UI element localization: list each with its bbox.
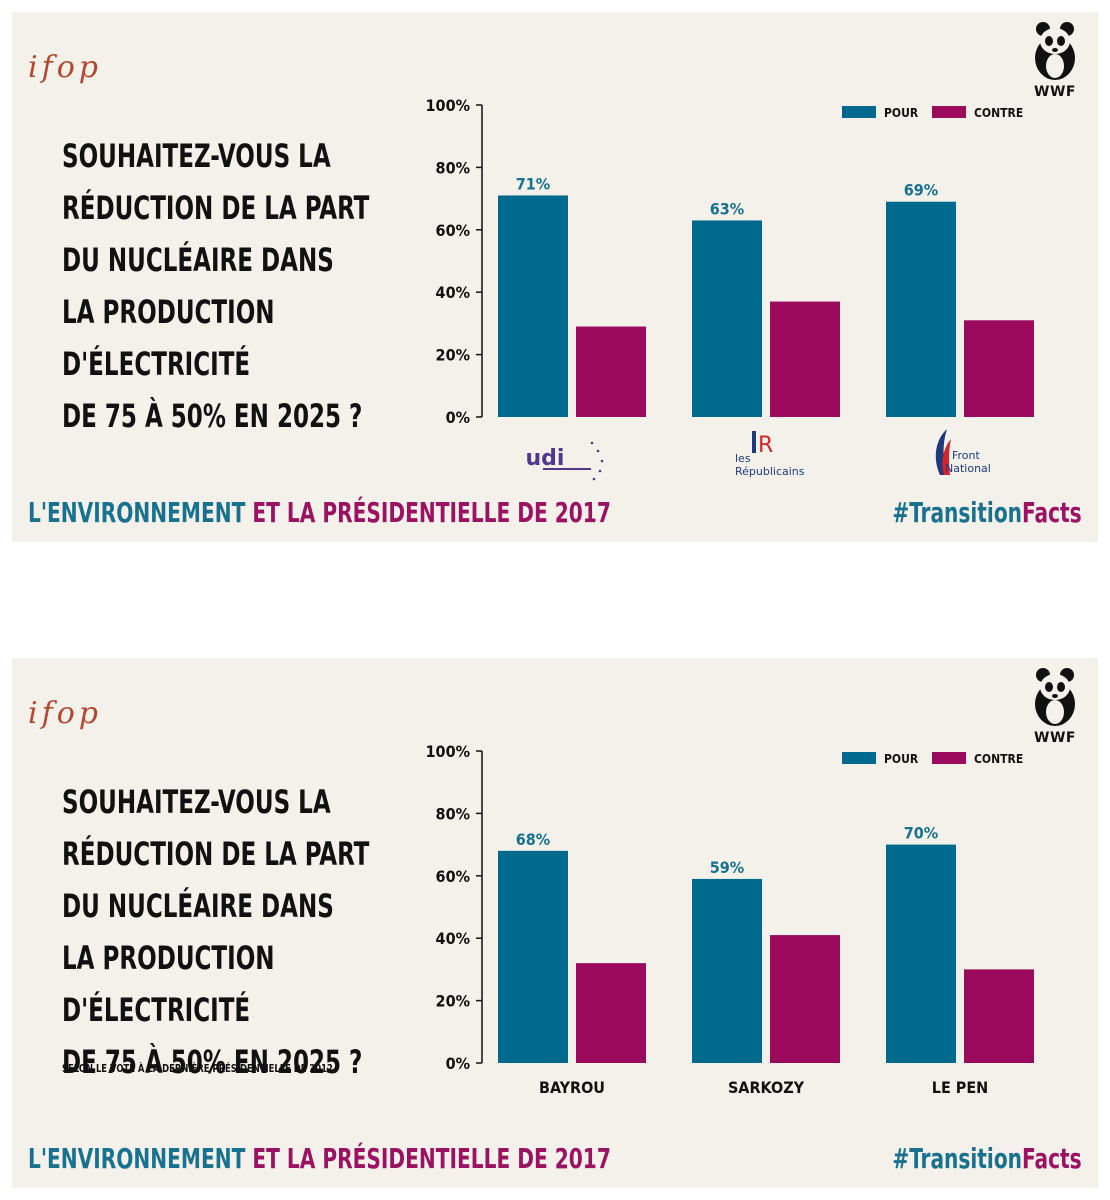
question-line: DU NUCLÉAIRE DANS bbox=[62, 887, 334, 925]
hashtag: #TransitionFacts bbox=[893, 496, 1082, 529]
legend-swatch-pour bbox=[842, 106, 876, 118]
question-line: RÉDUCTION DE LA PART bbox=[62, 835, 370, 873]
hashtag-part-b: Facts bbox=[1022, 1142, 1082, 1175]
bar-pour bbox=[498, 850, 568, 1063]
wwf-logo: WWF bbox=[1030, 20, 1080, 100]
bar-chart-2: 0% 20% 40% 60% 80% 100% POUR CONTRE 68% BAYROU 59%… bbox=[426, 742, 1034, 1097]
question-line: SOUHAITEZ-VOUS LA bbox=[62, 783, 331, 821]
question-line: DE 75 À 50% EN 2025 ? bbox=[62, 1043, 363, 1081]
wwf-logo: WWF bbox=[1030, 666, 1080, 746]
y-tick-label: 80% bbox=[436, 804, 470, 823]
y-tick-label: 100% bbox=[426, 96, 470, 115]
bar-contre bbox=[964, 969, 1034, 1063]
y-tick-label: 0% bbox=[446, 1054, 470, 1073]
bar-contre bbox=[964, 320, 1034, 417]
tagline-part-a: L'ENVIRONNEMENT bbox=[28, 1142, 246, 1175]
question-line: LA PRODUCTION bbox=[62, 293, 275, 331]
hashtag-part-a: #Transition bbox=[892, 1142, 1023, 1175]
category-label: LE PEN bbox=[932, 1078, 988, 1097]
y-tick-label: 40% bbox=[436, 929, 470, 948]
legend-label-pour: POUR bbox=[884, 106, 919, 120]
svg-text:Front: Front bbox=[952, 449, 981, 462]
bar-value-label: 69% bbox=[904, 181, 938, 200]
category-label: BAYROU bbox=[539, 1078, 605, 1097]
y-tick-label: 100% bbox=[426, 742, 470, 761]
question-line: RÉDUCTION DE LA PART bbox=[62, 189, 370, 227]
bar-chart-1: 0% 20% 40% 60% 80% 100% POUR CONTRE 71% 63% 69% udi… bbox=[426, 96, 1034, 481]
subnote: SELON LE VOTE À LA DERNIÈRE PRÉSIDENTIEL… bbox=[62, 1062, 333, 1075]
ifop-logo: ifop bbox=[28, 696, 102, 731]
y-tick-label: 60% bbox=[436, 221, 470, 240]
bar-contre bbox=[576, 963, 646, 1063]
question-line: DE 75 À 50% EN 2025 ? bbox=[62, 397, 363, 435]
infographic-panel-2: ifop WWF SOUHAITEZ-VOUS LA RÉDUCTION DE … bbox=[12, 658, 1098, 1188]
tagline-part-b: ET LA PRÉSIDENTIELLE DE 2017 bbox=[245, 1142, 611, 1175]
y-tick-label: 40% bbox=[436, 283, 470, 302]
bar-value-label: 68% bbox=[516, 830, 550, 849]
wwf-label: WWF bbox=[1034, 730, 1076, 746]
tagline: L'ENVIRONNEMENT ET LA PRÉSIDENTIELLE DE … bbox=[28, 1142, 611, 1175]
bar-pour bbox=[886, 844, 956, 1063]
hashtag-part-b: Facts bbox=[1022, 496, 1082, 529]
panda-icon bbox=[1035, 668, 1075, 726]
tagline-part-b: ET LA PRÉSIDENTIELLE DE 2017 bbox=[245, 496, 611, 529]
udi-logo: udi bbox=[526, 441, 604, 481]
question-line: D'ÉLECTRICITÉ bbox=[62, 345, 251, 383]
y-tick-label: 80% bbox=[436, 158, 470, 177]
bar-pour bbox=[498, 195, 568, 417]
legend-label-pour: POUR bbox=[884, 752, 919, 766]
bar-contre bbox=[770, 935, 840, 1063]
legend-swatch-pour bbox=[842, 752, 876, 764]
question-text: SOUHAITEZ-VOUS LA RÉDUCTION DE LA PART D… bbox=[62, 130, 370, 442]
legend-swatch-contre bbox=[932, 752, 966, 764]
svg-text:R: R bbox=[758, 433, 773, 458]
infographic-panel-1: ifop WWF SOUHAITEZ-VOUS LA RÉDUCTION DE … bbox=[12, 12, 1098, 542]
wwf-label: WWF bbox=[1034, 84, 1076, 100]
question-line: D'ÉLECTRICITÉ bbox=[62, 991, 251, 1029]
bar-value-label: 71% bbox=[516, 174, 550, 193]
legend-swatch-contre bbox=[932, 106, 966, 118]
y-tick-label: 0% bbox=[446, 408, 470, 427]
bar-value-label: 59% bbox=[710, 858, 744, 877]
svg-text:Républicains: Républicains bbox=[735, 465, 805, 478]
svg-text:udi: udi bbox=[526, 446, 565, 471]
question-line: LA PRODUCTION bbox=[62, 939, 275, 977]
tagline-part-a: L'ENVIRONNEMENT bbox=[28, 496, 246, 529]
category-label: SARKOZY bbox=[728, 1078, 805, 1097]
bar-pour bbox=[692, 220, 762, 417]
question-line: SOUHAITEZ-VOUS LA bbox=[62, 137, 331, 175]
legend-label-contre: CONTRE bbox=[974, 106, 1023, 120]
question-text: SOUHAITEZ-VOUS LA RÉDUCTION DE LA PART D… bbox=[62, 776, 370, 1088]
bar-value-label: 63% bbox=[710, 199, 744, 218]
bar-contre bbox=[576, 326, 646, 417]
y-tick-label: 60% bbox=[436, 867, 470, 886]
hashtag: #TransitionFacts bbox=[893, 1142, 1082, 1175]
legend-label-contre: CONTRE bbox=[974, 752, 1023, 766]
bar-contre bbox=[770, 301, 840, 417]
bar-pour bbox=[692, 878, 762, 1063]
bar-pour bbox=[886, 201, 956, 417]
y-tick-label: 20% bbox=[436, 992, 470, 1011]
svg-text:les: les bbox=[735, 452, 751, 465]
ifop-logo: ifop bbox=[28, 50, 102, 85]
tagline: L'ENVIRONNEMENT ET LA PRÉSIDENTIELLE DE … bbox=[28, 496, 611, 529]
hashtag-part-a: #Transition bbox=[892, 496, 1023, 529]
svg-text:National: National bbox=[945, 462, 991, 475]
question-line: DU NUCLÉAIRE DANS bbox=[62, 241, 334, 279]
y-tick-label: 20% bbox=[436, 346, 470, 365]
panda-icon bbox=[1035, 22, 1075, 80]
bar-value-label: 70% bbox=[904, 824, 938, 843]
